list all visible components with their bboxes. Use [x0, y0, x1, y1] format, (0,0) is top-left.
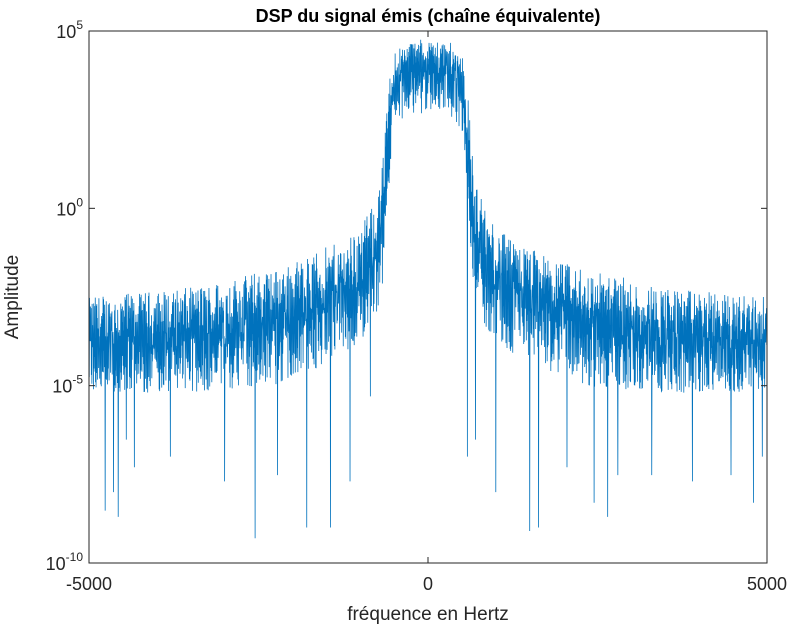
series-line-0: [89, 39, 767, 539]
y-tick-label: 10-5: [52, 373, 83, 397]
chart-title: DSP du signal émis (chaîne équivalente): [256, 6, 601, 26]
y-tick-label: 105: [56, 18, 83, 42]
x-tick-label: 0: [423, 574, 433, 594]
series-group: [89, 39, 767, 539]
y-tick-label: 10-10: [46, 550, 84, 574]
axes-group: -5000 0 5000 105 100 10-5 10-10: [46, 18, 787, 594]
x-tick-label: 5000: [747, 574, 787, 594]
x-axis-label: fréquence en Hertz: [347, 604, 509, 625]
y-tick-label: 100: [56, 195, 83, 219]
y-axis-label: Amplitude: [2, 255, 23, 340]
x-tick-label: -5000: [66, 574, 112, 594]
